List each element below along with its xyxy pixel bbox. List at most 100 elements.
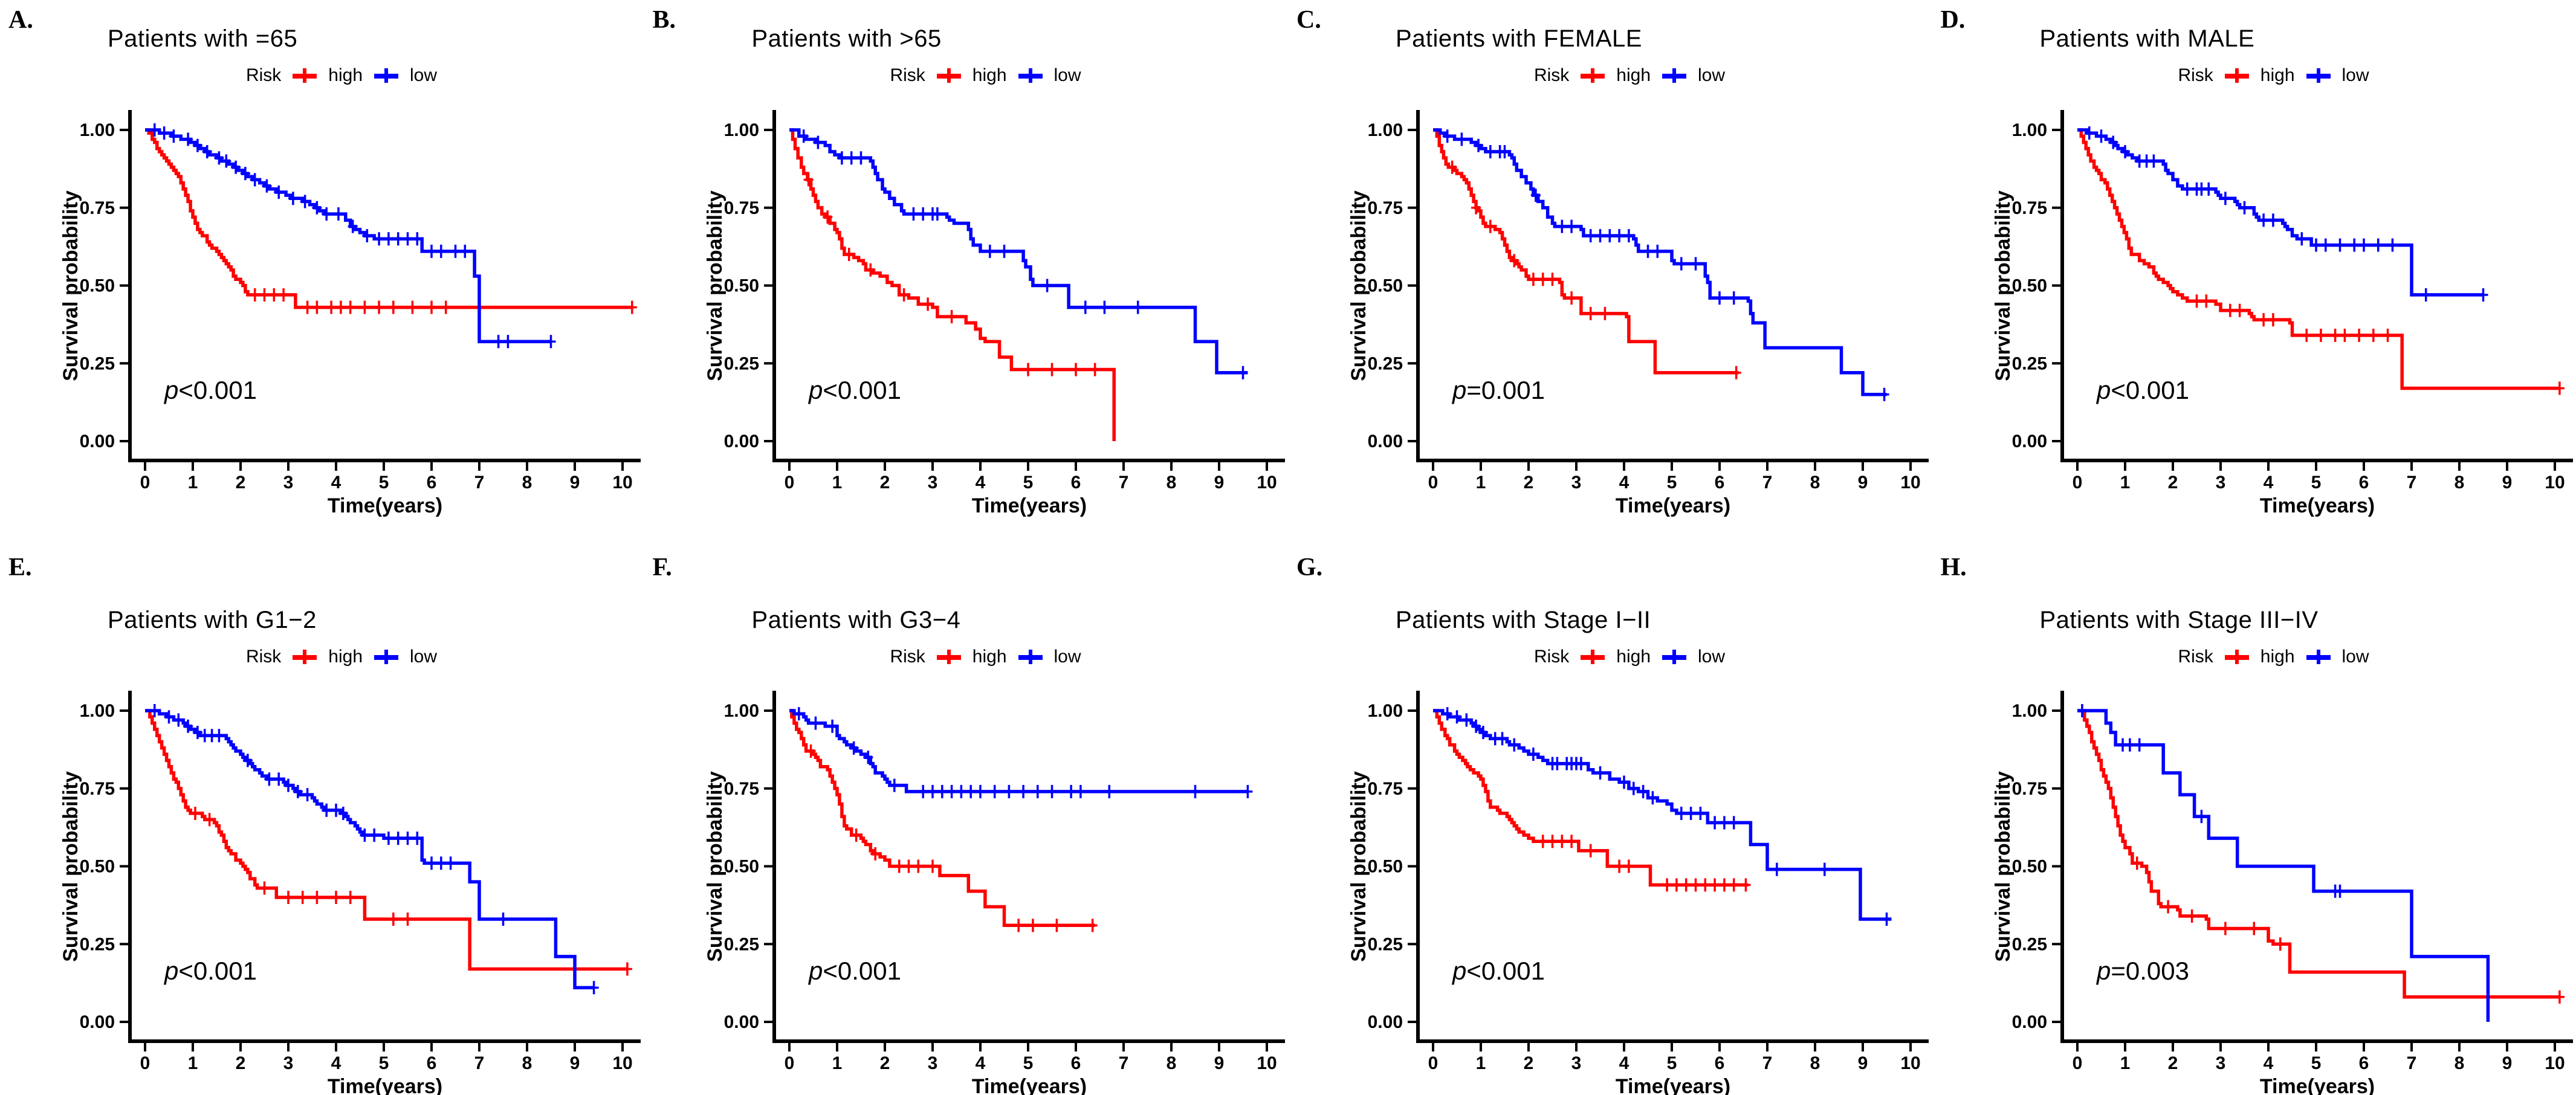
x-tick-label: 3 (1571, 473, 1582, 493)
x-tick-label: 4 (975, 1053, 985, 1073)
y-tick-label: 1.00 (1368, 120, 1403, 140)
x-tick-label: 2 (236, 1053, 246, 1073)
legend-risk-label: Risk (890, 647, 925, 667)
y-tick-label: 0.25 (2011, 934, 2047, 954)
y-axis-title: Survival probability (1347, 771, 1370, 962)
panel-title: Patients with FEMALE (1396, 25, 1642, 52)
y-tick-label: 1.00 (80, 120, 115, 140)
legend-risk-label: Risk (2178, 65, 2213, 85)
legend-low-label: low (410, 647, 438, 667)
x-tick-label: 8 (2454, 1053, 2464, 1073)
low-risk-key-icon (372, 648, 400, 666)
p-value-rest: <0.001 (823, 376, 901, 404)
risk-legend: Risk high low (1345, 66, 1914, 85)
panel-title: Patients with G3−4 (751, 607, 961, 633)
y-tick-label: 0.00 (1368, 1012, 1403, 1032)
legend-high-label: high (328, 65, 363, 85)
x-tick-label: 10 (1900, 473, 1920, 493)
x-tick-label: 8 (2454, 473, 2464, 493)
survival-curve-low (789, 709, 1248, 793)
x-tick-label: 1 (2120, 1053, 2130, 1073)
censor-marks-low (2084, 126, 2488, 302)
censor-marks-low (1442, 129, 1889, 401)
y-tick-label: 0.50 (80, 857, 115, 877)
y-tick-label: 0.00 (2011, 1012, 2047, 1032)
x-tick-label: 1 (1476, 473, 1486, 493)
y-tick-label: 0.25 (2011, 354, 2047, 373)
censor-marks-low (1442, 707, 1892, 926)
x-tick-label: 8 (522, 473, 532, 493)
p-value-prefix: p (2095, 957, 2111, 985)
x-tick-label: 3 (283, 1053, 294, 1073)
y-tick-label: 0.75 (80, 198, 115, 218)
low-risk-key-icon (2305, 648, 2332, 666)
risk-legend: Risk high low (1990, 648, 2558, 666)
x-tick-label: 8 (1166, 473, 1176, 493)
x-tick-label: 4 (2263, 1053, 2273, 1073)
p-value-prefix: p (1451, 376, 1466, 404)
legend-risk-label: Risk (245, 65, 282, 85)
km-panel-d: D. Patients with MALE Risk high low 0 1 2 3 4 5 6 7 8… (1932, 0, 2576, 548)
high-risk-key-icon (2223, 648, 2251, 666)
plot-area: 0 1 2 3 4 5 6 7 8 9 10 0.00 0.25 0.50 0.75 1.00 Time(yea… (1347, 110, 1929, 517)
y-tick-label: 0.50 (1368, 857, 1403, 877)
y-tick-label: 0.75 (2011, 779, 2047, 799)
censor-marks-high (250, 288, 637, 314)
y-tick-label: 1.00 (723, 701, 759, 721)
y-tick-label: 0.25 (80, 354, 115, 373)
x-tick-label: 8 (1810, 473, 1820, 493)
y-tick-label: 1.00 (2011, 701, 2047, 721)
x-tick-label: 1 (188, 473, 198, 493)
x-tick-label: 7 (474, 1053, 485, 1073)
low-risk-key-icon (1660, 648, 1688, 666)
panel-title: Patients with =65 (108, 25, 298, 52)
y-tick-label: 1.00 (1368, 701, 1403, 721)
censor-marks-high (1447, 160, 1741, 380)
x-tick-label: 9 (1858, 1053, 1868, 1073)
x-tick-label: 9 (2502, 473, 2512, 493)
risk-legend: Risk high low (57, 648, 626, 666)
x-tick-label: 5 (1023, 473, 1033, 493)
x-tick-label: 3 (927, 473, 937, 493)
x-tick-label: 2 (879, 1053, 890, 1073)
x-tick-label: 9 (570, 1053, 580, 1073)
legend-risk-label: Risk (2178, 647, 2213, 667)
censor-marks-high (2192, 294, 2565, 395)
legend-high-label: high (328, 647, 363, 667)
censor-marks-high (1538, 835, 1751, 892)
high-key-glyph (1581, 68, 1605, 83)
survival-curve-low (2077, 709, 2490, 1022)
km-plot: 0 1 2 3 4 5 6 7 8 9 10 0.00 0.25 0.50 0.75 1.00 Time(yea… (704, 691, 1285, 1095)
legend-low-label: low (410, 65, 438, 85)
x-tick-label: 1 (832, 473, 842, 493)
x-tick-label: 8 (522, 1053, 532, 1073)
x-tick-label: 8 (1166, 1053, 1176, 1073)
legend-high-label: high (972, 647, 1007, 667)
low-risk-key-icon (372, 66, 400, 85)
low-key-glyph (374, 650, 399, 664)
x-tick-label: 5 (379, 473, 389, 493)
x-tick-label: 5 (2311, 1053, 2321, 1073)
x-tick-label: 3 (927, 1053, 937, 1073)
p-value-annotation: p<0.001 (163, 957, 257, 985)
km-plot: 0 1 2 3 4 5 6 7 8 9 10 0.00 0.25 0.50 0.75 1.00 Time(yea… (704, 110, 1285, 517)
p-value-prefix: p (807, 376, 823, 404)
p-value-rest: <0.001 (823, 957, 901, 985)
censor-marks-high (190, 806, 632, 976)
plot-area: 0 1 2 3 4 5 6 7 8 9 10 0.00 0.25 0.50 0.75 1.00 Time(yea… (704, 691, 1285, 1095)
p-value-rest: <0.001 (2111, 376, 2189, 404)
panel-letter-label: E. (8, 554, 32, 581)
x-tick-label: 7 (1762, 1053, 1773, 1073)
high-risk-key-icon (291, 66, 319, 85)
legend-high-label: high (2260, 647, 2295, 667)
panel-title: Patients with MALE (2039, 25, 2255, 52)
low-key-glyph (2306, 650, 2331, 664)
y-tick-label: 0.00 (723, 431, 759, 451)
km-panel-c: C. Patients with FEMALE Risk high low 0 1 2 3 4 5 6… (1288, 0, 1932, 548)
y-tick-label: 0.25 (1368, 354, 1403, 373)
y-axis-title: Survival probability (704, 771, 727, 962)
high-key-glyph (293, 68, 317, 83)
x-tick-label: 5 (1667, 473, 1677, 493)
panel-title: Patients with Stage I−II (1396, 607, 1651, 633)
